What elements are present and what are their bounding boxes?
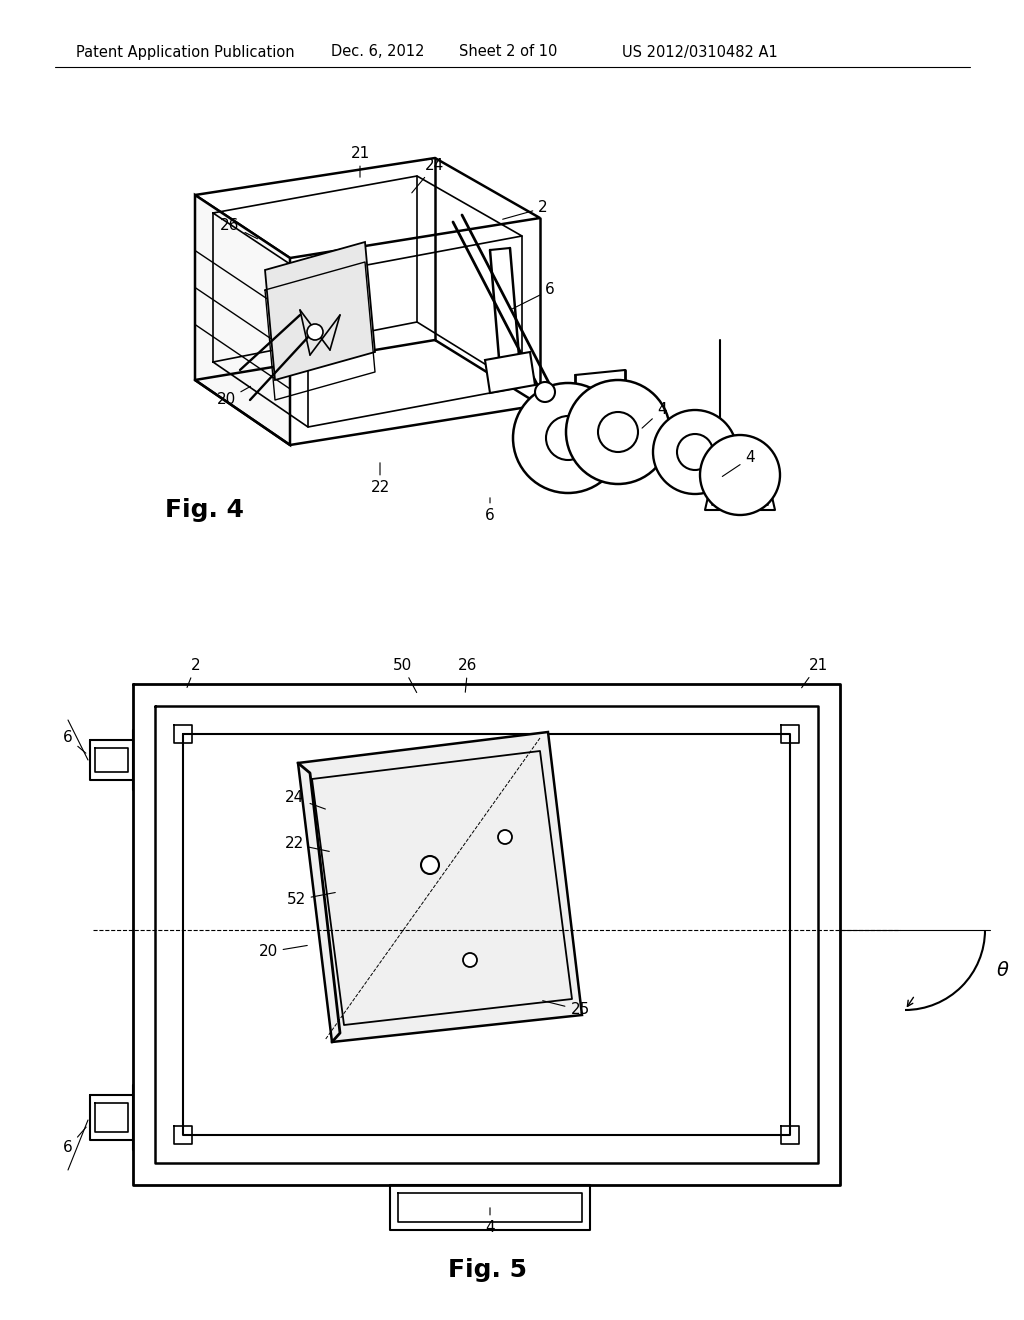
Polygon shape <box>485 352 535 393</box>
Text: 22: 22 <box>371 463 389 495</box>
Circle shape <box>653 411 737 494</box>
Text: 50: 50 <box>392 657 417 693</box>
Circle shape <box>535 381 555 403</box>
Text: 4: 4 <box>642 403 667 428</box>
Text: 6: 6 <box>485 498 495 524</box>
Circle shape <box>677 434 713 470</box>
Text: 2: 2 <box>187 657 201 688</box>
Text: Fig. 5: Fig. 5 <box>449 1258 527 1282</box>
Text: 4: 4 <box>722 450 755 477</box>
Circle shape <box>566 380 670 484</box>
Text: Patent Application Publication: Patent Application Publication <box>76 45 294 59</box>
Circle shape <box>546 416 590 459</box>
Text: 6: 6 <box>63 1127 86 1155</box>
Polygon shape <box>195 158 540 257</box>
Text: 2: 2 <box>503 201 548 219</box>
Text: 6: 6 <box>63 730 86 754</box>
Polygon shape <box>265 242 375 380</box>
Text: 25: 25 <box>543 1001 590 1018</box>
Text: 4: 4 <box>485 1208 495 1236</box>
Text: US 2012/0310482 A1: US 2012/0310482 A1 <box>623 45 778 59</box>
Text: 20: 20 <box>216 387 251 408</box>
Text: Sheet 2 of 10: Sheet 2 of 10 <box>459 45 557 59</box>
Circle shape <box>307 323 323 341</box>
Circle shape <box>513 383 623 492</box>
Text: 21: 21 <box>802 657 827 688</box>
Circle shape <box>421 855 439 874</box>
Text: 52: 52 <box>287 892 335 908</box>
Text: 20: 20 <box>258 945 307 960</box>
Circle shape <box>498 830 512 843</box>
Text: 6: 6 <box>512 282 555 309</box>
Text: Dec. 6, 2012: Dec. 6, 2012 <box>331 45 425 59</box>
Polygon shape <box>298 733 582 1041</box>
Text: 26: 26 <box>459 657 477 692</box>
Text: 21: 21 <box>350 145 370 177</box>
Text: $\theta$: $\theta$ <box>996 961 1010 979</box>
Polygon shape <box>195 195 290 445</box>
Text: 26: 26 <box>220 218 257 239</box>
Circle shape <box>700 436 780 515</box>
Text: 24: 24 <box>412 157 444 193</box>
Text: 24: 24 <box>286 791 326 809</box>
Text: 22: 22 <box>285 837 330 851</box>
Circle shape <box>463 953 477 968</box>
Text: Fig. 4: Fig. 4 <box>165 498 244 521</box>
Circle shape <box>598 412 638 451</box>
